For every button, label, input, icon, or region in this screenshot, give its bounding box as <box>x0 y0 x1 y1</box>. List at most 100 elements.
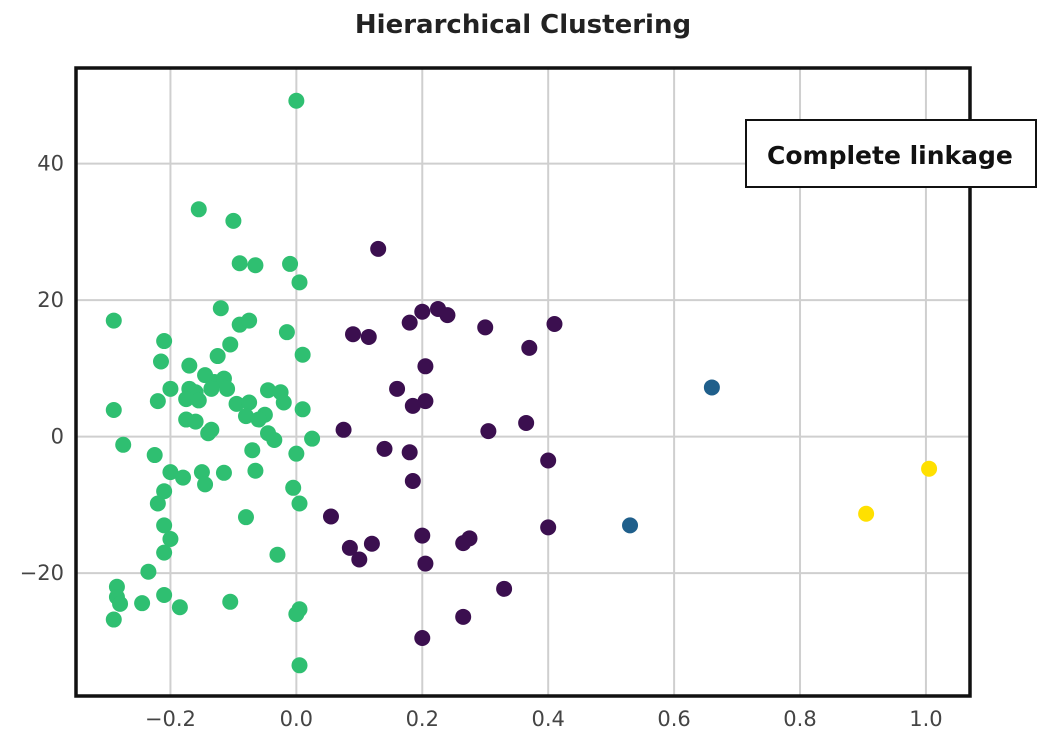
data-point-cluster-2 <box>322 508 339 525</box>
y-tick-label: 20 <box>37 288 64 312</box>
x-tick-label: 0.0 <box>280 707 313 731</box>
data-point-cluster-1 <box>178 391 195 408</box>
data-point-cluster-1 <box>115 436 132 453</box>
data-point-cluster-4 <box>921 460 938 477</box>
data-point-cluster-1 <box>244 442 261 459</box>
x-tick-label: 0.2 <box>406 707 439 731</box>
data-point-cluster-2 <box>370 240 387 257</box>
data-point-cluster-1 <box>219 380 236 397</box>
x-tick-label: 0.6 <box>657 707 690 731</box>
data-point-cluster-1 <box>304 430 321 447</box>
data-point-cluster-1 <box>181 357 198 374</box>
data-point-cluster-1 <box>175 469 192 486</box>
data-point-cluster-1 <box>156 544 173 561</box>
data-point-cluster-1 <box>162 464 179 481</box>
x-tick-label: 1.0 <box>909 707 942 731</box>
data-point-cluster-2 <box>414 303 431 320</box>
x-tick-label: −0.2 <box>145 707 196 731</box>
data-point-cluster-1 <box>203 380 220 397</box>
data-point-cluster-1 <box>112 595 129 612</box>
data-point-cluster-1 <box>247 257 264 274</box>
data-point-cluster-2 <box>518 414 535 431</box>
y-tick-label: 40 <box>37 152 64 176</box>
annotation-box <box>745 119 1037 188</box>
data-point-cluster-1 <box>203 421 220 438</box>
data-point-cluster-1 <box>134 595 151 612</box>
data-point-cluster-1 <box>215 464 232 481</box>
data-point-cluster-1 <box>193 464 210 481</box>
data-point-cluster-2 <box>414 629 431 646</box>
data-point-cluster-1 <box>105 401 122 418</box>
data-point-cluster-1 <box>105 312 122 329</box>
data-point-cluster-1 <box>222 593 239 610</box>
y-tick-label: −20 <box>20 561 64 585</box>
x-tick-label: 0.4 <box>531 707 564 731</box>
data-point-cluster-1 <box>222 336 239 353</box>
data-point-cluster-1 <box>156 333 173 350</box>
data-point-cluster-1 <box>291 274 308 291</box>
data-point-cluster-1 <box>250 411 267 428</box>
data-point-cluster-1 <box>266 432 283 449</box>
data-point-cluster-1 <box>231 255 248 272</box>
data-point-cluster-2 <box>417 358 434 375</box>
data-point-cluster-1 <box>288 445 305 462</box>
data-point-cluster-1 <box>288 606 305 623</box>
data-point-cluster-3 <box>703 379 720 396</box>
data-point-cluster-2 <box>417 393 434 410</box>
data-point-cluster-2 <box>404 472 421 489</box>
data-point-cluster-2 <box>521 339 538 356</box>
data-point-cluster-1 <box>237 408 254 425</box>
plot-frame <box>74 66 972 698</box>
data-point-cluster-1 <box>269 546 286 563</box>
data-point-cluster-1 <box>260 382 277 399</box>
data-point-cluster-1 <box>197 476 214 493</box>
data-point-cluster-1 <box>162 531 179 547</box>
data-point-cluster-1 <box>275 394 292 411</box>
data-point-cluster-1 <box>140 563 157 580</box>
data-point-cluster-1 <box>291 495 308 512</box>
data-point-cluster-1 <box>190 392 207 409</box>
data-point-cluster-1 <box>156 586 173 603</box>
data-point-cluster-1 <box>149 495 166 512</box>
data-point-cluster-1 <box>247 462 264 479</box>
data-point-cluster-3 <box>622 517 639 534</box>
data-point-cluster-1 <box>282 255 299 272</box>
data-point-cluster-2 <box>341 539 358 556</box>
data-point-cluster-2 <box>540 452 557 469</box>
data-point-cluster-2 <box>540 519 557 536</box>
chart-title: Hierarchical Clustering <box>355 10 691 40</box>
data-point-cluster-1 <box>105 611 122 628</box>
data-point-cluster-2 <box>455 535 472 552</box>
data-point-cluster-1 <box>149 393 166 410</box>
x-tick-label: 0.8 <box>783 707 816 731</box>
data-point-cluster-2 <box>376 440 393 457</box>
data-point-cluster-1 <box>294 401 311 418</box>
data-point-cluster-2 <box>414 527 431 544</box>
data-point-cluster-1 <box>225 212 242 229</box>
data-point-cluster-1 <box>294 346 311 363</box>
data-point-cluster-1 <box>241 394 258 411</box>
data-point-cluster-1 <box>152 353 169 370</box>
data-point-cluster-1 <box>162 380 179 397</box>
data-point-cluster-1 <box>187 413 204 430</box>
data-point-cluster-1 <box>212 300 229 317</box>
data-point-cluster-2 <box>360 328 377 345</box>
data-point-cluster-2 <box>345 326 362 343</box>
data-points <box>105 92 938 674</box>
data-point-cluster-2 <box>439 307 456 324</box>
y-tick-label: 0 <box>51 425 64 449</box>
legend-annotation: Complete linkage <box>745 119 1037 188</box>
data-point-cluster-2 <box>477 319 494 336</box>
data-point-cluster-1 <box>285 479 302 496</box>
annotation-text: Complete linkage <box>767 141 1013 170</box>
data-point-cluster-1 <box>171 599 188 616</box>
data-point-cluster-2 <box>496 580 513 597</box>
data-point-cluster-2 <box>389 380 406 397</box>
data-point-cluster-1 <box>228 395 245 412</box>
data-point-cluster-2 <box>455 608 472 625</box>
data-point-cluster-2 <box>404 397 421 414</box>
axis-ticks: −0.2 0.0 0.2 0.4 0.6 0.8 1.0 40 20 0 −20 <box>20 152 943 731</box>
data-point-cluster-2 <box>417 555 434 572</box>
data-point-cluster-4 <box>858 505 875 522</box>
